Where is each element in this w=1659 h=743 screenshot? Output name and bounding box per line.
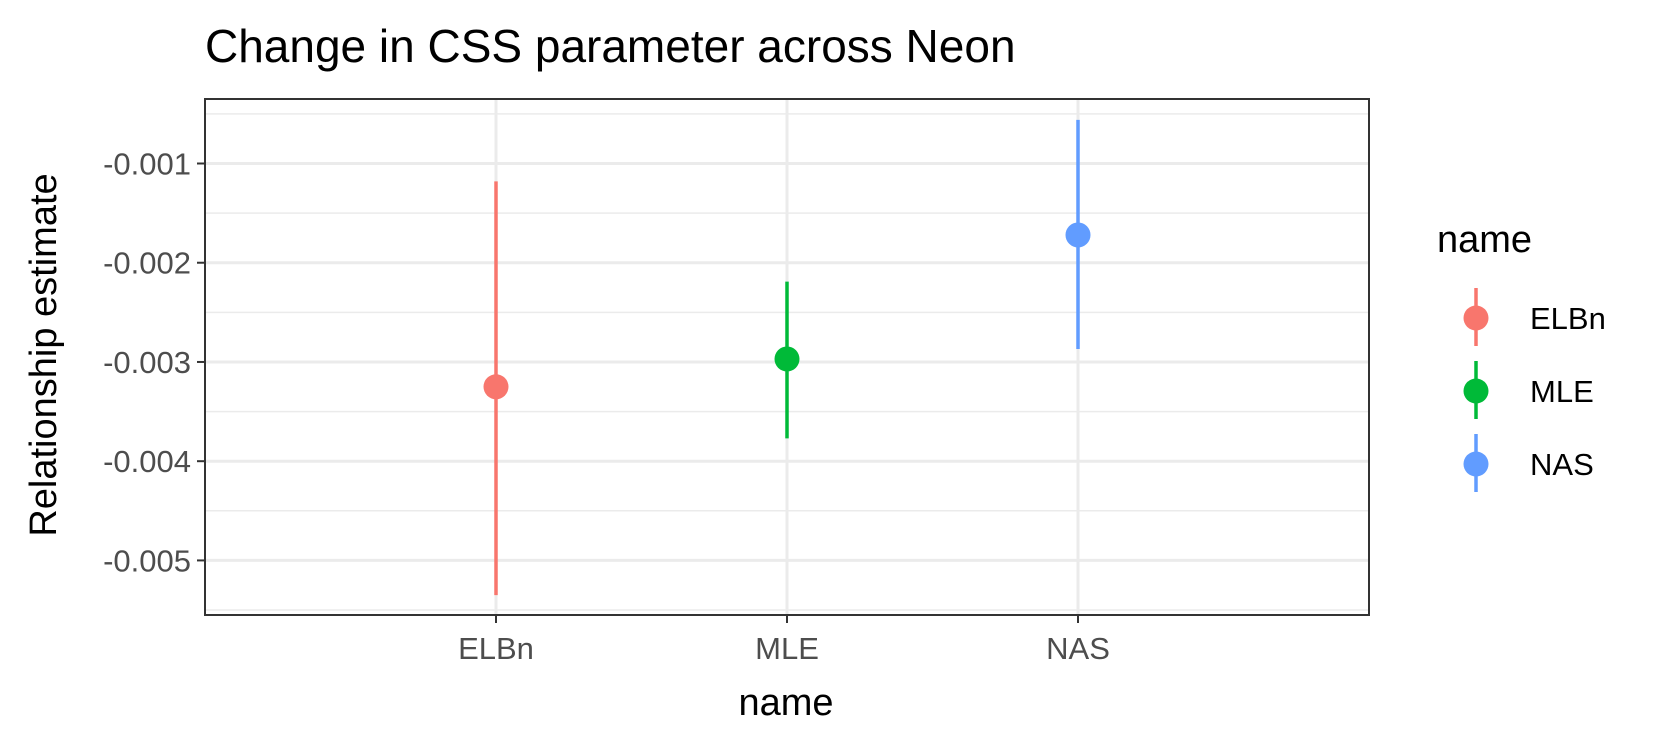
legend-title: name — [1437, 219, 1532, 261]
chart-title: Change in CSS parameter across Neon — [205, 20, 1016, 72]
y-tick-label: -0.002 — [103, 246, 191, 281]
legend-label-elbn: ELBn — [1530, 301, 1606, 336]
y-tick-label: -0.005 — [103, 543, 191, 578]
x-tick-label: MLE — [755, 631, 819, 666]
legend-label-nas: NAS — [1530, 447, 1594, 482]
x-tick-label: NAS — [1046, 631, 1110, 666]
y-tick-label: -0.003 — [103, 345, 191, 380]
y-tick-label: -0.001 — [103, 147, 191, 182]
legend-label-mle: MLE — [1530, 374, 1594, 409]
y-axis-title: Relationship estimate — [23, 173, 65, 536]
legend-key-point-mle — [1463, 378, 1489, 404]
plot-panel: -0.001 -0.002 -0.003 -0.004 -0.005 ELBn MLE NAS — [103, 98, 1370, 666]
legend-key-point-nas — [1463, 451, 1489, 477]
legend: name ELBn MLE NAS — [1437, 219, 1606, 492]
y-tick-label: -0.004 — [103, 444, 191, 479]
point-mle — [774, 346, 800, 372]
x-axis-title: name — [738, 682, 833, 724]
point-elbn — [483, 374, 509, 400]
x-tick-label: ELBn — [458, 631, 534, 666]
point-nas — [1065, 222, 1091, 248]
legend-key-point-elbn — [1463, 305, 1489, 331]
